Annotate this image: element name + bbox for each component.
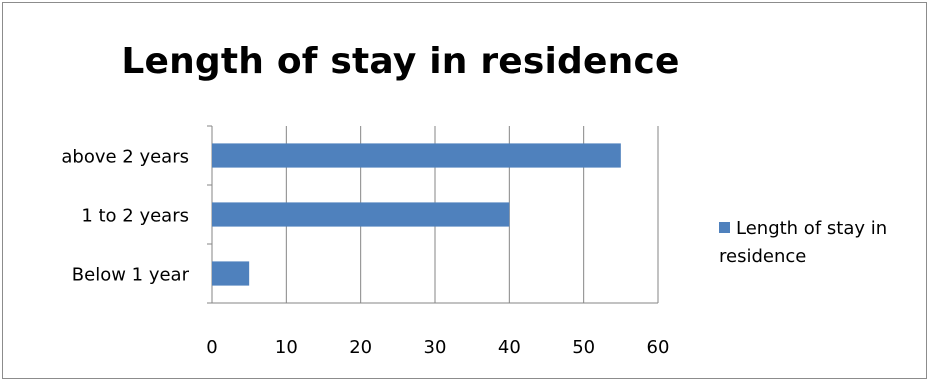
legend: Length of stay in residence bbox=[719, 215, 929, 271]
x-tick-label: 30 bbox=[424, 337, 447, 358]
legend-swatch bbox=[719, 222, 730, 233]
x-tick-label: 50 bbox=[572, 337, 595, 358]
x-tick-label: 10 bbox=[275, 337, 298, 358]
bar bbox=[212, 143, 621, 168]
legend-label: Length of stay in residence bbox=[719, 218, 888, 267]
bar bbox=[212, 202, 510, 227]
chart-area: Length of stay in residence 0 10 20 30 40 50 6… bbox=[2, 2, 927, 379]
x-tick-label: 60 bbox=[647, 337, 670, 358]
bar bbox=[212, 261, 250, 286]
plot-area: 0 10 20 30 40 50 60 Below 1 year 1 to 2 years abo… bbox=[61, 125, 670, 358]
y-tick-label: above 2 years bbox=[61, 147, 189, 168]
x-tick-label: 40 bbox=[498, 337, 521, 358]
y-tick-label: 1 to 2 years bbox=[81, 206, 189, 227]
x-tick-label: 20 bbox=[349, 337, 372, 358]
y-tick-label: Below 1 year bbox=[72, 265, 190, 286]
x-tick-label: 0 bbox=[206, 337, 217, 358]
chart-title: Length of stay in residence bbox=[121, 41, 680, 82]
